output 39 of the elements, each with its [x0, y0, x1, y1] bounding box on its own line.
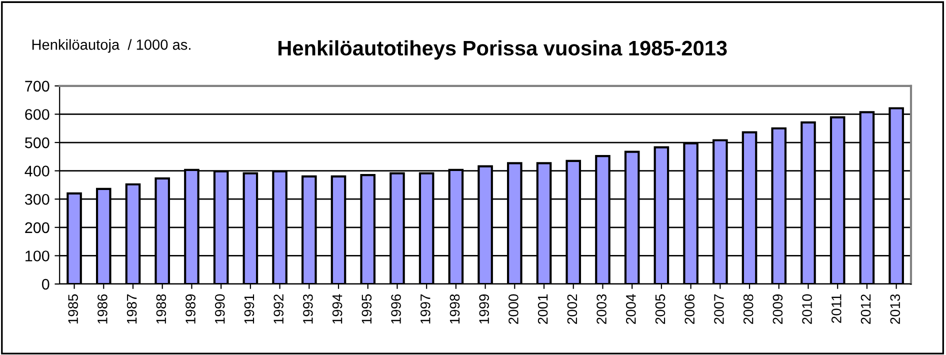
x-tick-label: 1994	[332, 294, 342, 324]
x-tick-label: 2009	[772, 294, 783, 324]
x-tick-label: 2007	[714, 294, 724, 324]
x-tick-label: 2011	[831, 294, 842, 323]
x-tick-label: 2012	[860, 294, 871, 324]
x-tick-label: 1991	[244, 294, 254, 324]
y-axis-title: Henkilöautoja / 1000 as.	[32, 39, 190, 53]
x-tick-label: 1986	[98, 294, 108, 324]
y-tick-label: 400	[24, 166, 50, 176]
x-tick-label: 2008	[743, 294, 754, 324]
x-tick-label: 1988	[156, 294, 166, 324]
x-tick-label: 2010	[802, 294, 812, 324]
y-tick-label: 200	[25, 222, 50, 234]
x-tick-label: 2005	[655, 294, 666, 324]
x-tick-label: 2004	[626, 294, 636, 324]
x-tick-label: 1985	[68, 294, 78, 324]
x-tick-label: 2003	[596, 294, 606, 324]
x-tick-label: 1995	[362, 294, 372, 324]
y-tick-label: 100	[26, 250, 50, 262]
x-tick-label: 2006	[684, 294, 695, 324]
chart-title: Henkilöautotiheys Porissa vuosina 1985-2013	[278, 40, 727, 60]
x-tick-label: 2000	[508, 294, 518, 324]
y-tick-label: 300	[24, 194, 50, 205]
x-tick-label: 1992	[274, 294, 284, 324]
x-tick-label: 1996	[391, 294, 401, 324]
x-tick-label: 2013	[890, 294, 900, 324]
x-tick-label: 1997	[420, 294, 430, 324]
y-tick-label: 700	[25, 80, 50, 92]
x-tick-label: 1989	[186, 294, 196, 324]
x-tick-label: 1998	[450, 294, 460, 324]
x-tick-label: 1993	[303, 294, 313, 324]
x-tick-label: 1999	[479, 294, 490, 324]
x-tick-label: 2002	[567, 294, 578, 324]
x-tick-label: 2001	[538, 294, 548, 324]
y-tick-label: 500	[25, 137, 50, 148]
y-tick-label: 0	[42, 278, 50, 290]
y-tick-label: 600	[25, 109, 50, 120]
x-tick-label: 1987	[126, 294, 137, 324]
x-tick-label: 1990	[214, 294, 225, 324]
